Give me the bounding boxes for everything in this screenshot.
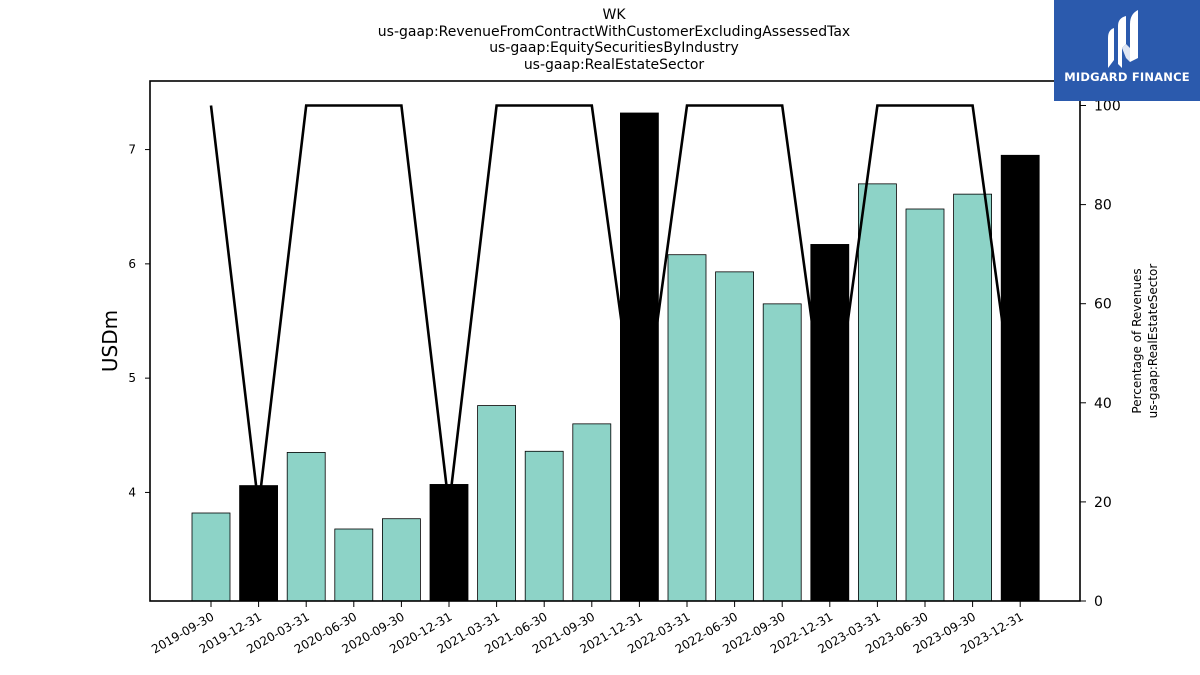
bar-2023-09-30 <box>953 193 992 602</box>
bar-2022-06-30 <box>715 271 754 602</box>
y-tick-label: 5 <box>128 371 136 385</box>
bar-2023-03-31 <box>858 183 897 602</box>
bar-2023-06-30 <box>905 208 945 602</box>
bar-2022-09-30 <box>762 303 802 602</box>
logo-text: MIDGARD FINANCE <box>1064 70 1190 84</box>
y2-axis-label-line-1: Percentage of Revenues <box>1130 268 1144 413</box>
percentage-line <box>209 104 1022 508</box>
chart-title: WK us-gaap:RevenueFromContractWithCustom… <box>364 7 864 73</box>
y2-tick-label: 20 <box>1094 495 1112 511</box>
bar-2020-03-31 <box>286 452 326 602</box>
bar-2021-06-30 <box>524 450 564 602</box>
y-tick-label: 4 <box>128 485 136 499</box>
y2-tick-label: 100 <box>1094 99 1121 115</box>
bar-2021-09-30 <box>572 423 612 602</box>
y2-tick-label: 80 <box>1094 198 1112 214</box>
title-line-axis: us-gaap:EquitySecuritiesByIndustry <box>489 40 739 56</box>
y2-tick-label: 40 <box>1094 396 1112 412</box>
y2-axis-label-line-2: us-gaap:RealEstateSector <box>1146 264 1160 419</box>
title-line-ticker: WK <box>602 7 626 23</box>
bar-2020-06-30 <box>334 528 374 602</box>
bar-2022-12-31 <box>810 244 850 602</box>
title-line-member: us-gaap:RealEstateSector <box>523 56 705 73</box>
y-tick-label: 7 <box>128 143 136 157</box>
bar-2019-09-30 <box>191 512 231 602</box>
logo-mark-icon <box>1108 10 1138 68</box>
y-axis-label: USDm <box>98 310 122 372</box>
bars-group <box>191 112 1040 602</box>
title-line-concept: us-gaap:RevenueFromContractWithCustomerE… <box>377 23 851 40</box>
midgard-finance-logo: MIDGARD FINANCE <box>1054 0 1200 101</box>
plot-frame <box>149 80 1081 602</box>
y-tick-label: 6 <box>128 257 136 271</box>
bar-2020-09-30 <box>381 518 421 602</box>
bar-2022-03-31 <box>667 254 707 602</box>
y2-tick-label: 0 <box>1094 594 1103 610</box>
bar-2023-12-31 <box>1000 154 1040 602</box>
y2-tick-label: 60 <box>1094 297 1112 313</box>
bar-2021-03-31 <box>477 405 517 602</box>
